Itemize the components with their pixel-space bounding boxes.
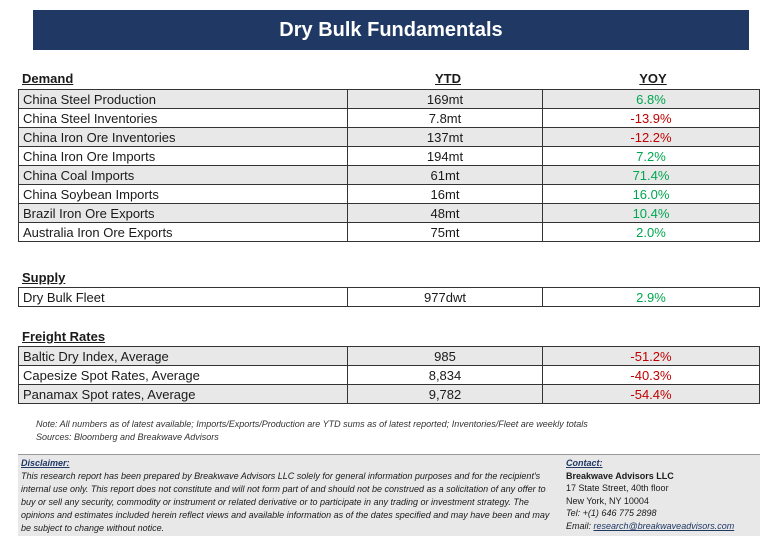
- contact-tel: Tel: +(1) 646 775 2898: [566, 508, 657, 519]
- row-ytd: 8,834: [347, 365, 543, 385]
- row-ytd: 9,782: [347, 384, 543, 404]
- row-name: China Coal Imports: [18, 165, 348, 185]
- row-ytd: 169mt: [347, 89, 543, 109]
- contact-heading: Contact:: [566, 458, 603, 468]
- row-ytd: 48mt: [347, 203, 543, 223]
- row-yoy: 10.4%: [542, 203, 760, 223]
- supply-heading: Supply: [22, 270, 66, 285]
- row-yoy: 6.8%: [542, 89, 760, 109]
- row-name: China Iron Ore Imports: [18, 146, 348, 166]
- row-ytd: 61mt: [347, 165, 543, 185]
- row-yoy: -13.9%: [542, 108, 760, 128]
- table-row: China Iron Ore Inventories 137mt -12.2%: [18, 127, 760, 147]
- supply-table: Dry Bulk Fleet 977dwt 2.9%: [18, 287, 760, 307]
- disclaimer-heading: Disclaimer:: [21, 458, 70, 468]
- table-row: China Coal Imports 61mt 71.4%: [18, 165, 760, 185]
- contact-address-2: New York, NY 10004: [566, 495, 649, 506]
- row-ytd: 7.8mt: [347, 108, 543, 128]
- row-name: China Steel Inventories: [18, 108, 348, 128]
- demand-header-row: Demand YTD YOY: [18, 71, 760, 88]
- disclaimer-text: This research report has been prepared b…: [21, 471, 550, 533]
- row-yoy: -40.3%: [542, 365, 760, 385]
- row-yoy: 2.0%: [542, 222, 760, 242]
- table-row: Capesize Spot Rates, Average 8,834 -40.3%: [18, 365, 760, 385]
- contact-email-line: Email: research@breakwaveadvisors.com: [566, 520, 756, 533]
- row-yoy: 7.2%: [542, 146, 760, 166]
- demand-heading: Demand: [22, 71, 74, 86]
- footnote-line-1: Note: All numbers as of latest available…: [36, 419, 588, 429]
- row-ytd: 194mt: [347, 146, 543, 166]
- table-row: China Steel Inventories 7.8mt -13.9%: [18, 108, 760, 128]
- row-ytd: 137mt: [347, 127, 543, 147]
- table-row: China Soybean Imports 16mt 16.0%: [18, 184, 760, 204]
- ytd-heading: YTD: [435, 71, 461, 86]
- row-ytd: 985: [347, 346, 543, 366]
- contact-company: Breakwave Advisors LLC: [566, 470, 674, 481]
- row-yoy: -51.2%: [542, 346, 760, 366]
- table-row: Dry Bulk Fleet 977dwt 2.9%: [18, 287, 760, 307]
- disclaimer: Disclaimer: This research report has bee…: [21, 457, 551, 535]
- disclaimer-box: Disclaimer: This research report has bee…: [18, 454, 760, 536]
- row-name: China Iron Ore Inventories: [18, 127, 348, 147]
- report-title: Dry Bulk Fundamentals: [33, 10, 749, 50]
- contact-email-link[interactable]: research@breakwaveadvisors.com: [593, 520, 735, 531]
- row-ytd: 977dwt: [347, 287, 543, 307]
- row-ytd: 16mt: [347, 184, 543, 204]
- row-yoy: 71.4%: [542, 165, 760, 185]
- table-row: China Steel Production 169mt 6.8%: [18, 89, 760, 109]
- yoy-heading: YOY: [639, 71, 667, 86]
- demand-table: China Steel Production 169mt 6.8% China Ste…: [18, 89, 760, 242]
- supply-header-row: Supply: [18, 270, 760, 287]
- row-name: Dry Bulk Fleet: [18, 287, 348, 307]
- row-name: Australia Iron Ore Exports: [18, 222, 348, 242]
- row-name: Capesize Spot Rates, Average: [18, 365, 348, 385]
- row-name: Brazil Iron Ore Exports: [18, 203, 348, 223]
- row-name: Baltic Dry Index, Average: [18, 346, 348, 366]
- contact-block: Contact: Breakwave Advisors LLC 17 State…: [566, 457, 756, 533]
- footnote: Note: All numbers as of latest available…: [36, 418, 756, 444]
- freight-table: Baltic Dry Index, Average 985 -51.2% Capesi…: [18, 346, 760, 404]
- freight-header-row: Freight Rates: [18, 329, 760, 346]
- contact-email-label: Email:: [566, 520, 594, 531]
- row-name: China Steel Production: [18, 89, 348, 109]
- table-row: China Iron Ore Imports 194mt 7.2%: [18, 146, 760, 166]
- footnote-line-2: Sources: Bloomberg and Breakwave Advisor…: [36, 432, 219, 442]
- freight-heading: Freight Rates: [22, 329, 106, 344]
- row-yoy: -12.2%: [542, 127, 760, 147]
- row-ytd: 75mt: [347, 222, 543, 242]
- row-name: Panamax Spot rates, Average: [18, 384, 348, 404]
- contact-address-1: 17 State Street, 40th floor: [566, 483, 669, 494]
- row-yoy: 16.0%: [542, 184, 760, 204]
- table-row: Australia Iron Ore Exports 75mt 2.0%: [18, 222, 760, 242]
- row-name: China Soybean Imports: [18, 184, 348, 204]
- row-yoy: 2.9%: [542, 287, 760, 307]
- table-row: Baltic Dry Index, Average 985 -51.2%: [18, 346, 760, 366]
- table-row: Panamax Spot rates, Average 9,782 -54.4%: [18, 384, 760, 404]
- table-row: Brazil Iron Ore Exports 48mt 10.4%: [18, 203, 760, 223]
- row-yoy: -54.4%: [542, 384, 760, 404]
